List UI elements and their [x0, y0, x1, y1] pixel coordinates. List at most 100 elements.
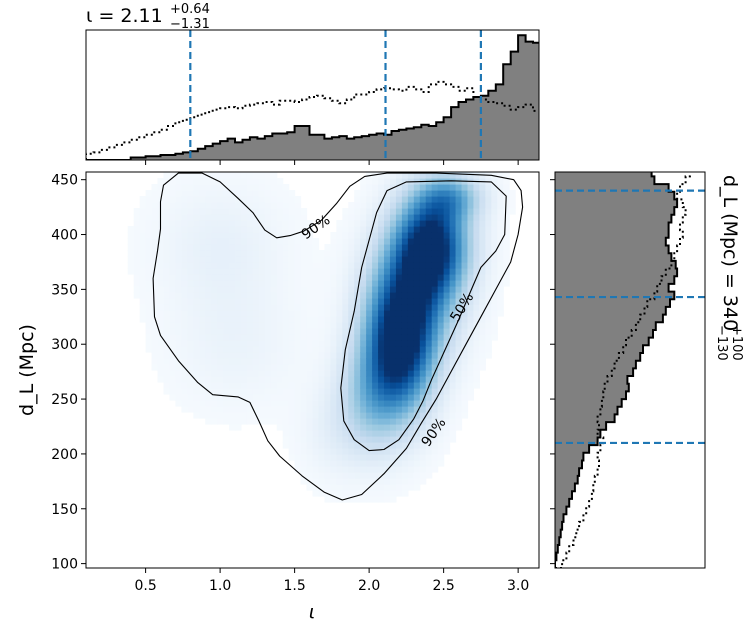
heatmap-cell	[443, 298, 451, 305]
heatmap-cell	[348, 430, 355, 437]
heatmap-cell	[503, 202, 510, 209]
heatmap-cell	[401, 190, 409, 197]
heatmap-cell	[407, 364, 415, 371]
heatmap-cell	[342, 466, 349, 473]
heatmap-cell	[240, 178, 248, 185]
heatmap-cell	[211, 382, 218, 389]
heatmap-cell	[389, 340, 397, 347]
heatmap-cell	[395, 250, 403, 257]
heatmap-cell	[157, 316, 165, 323]
joint-panel: 0.5 1.0 1.5 2.0 2.5 3.0 100150200250300350400…	[16, 171, 540, 623]
heatmap-cell	[395, 430, 403, 437]
heatmap-cell	[348, 274, 355, 281]
heatmap-cell	[276, 400, 284, 407]
heatmap-cell	[372, 370, 379, 377]
heatmap-cell	[366, 382, 373, 389]
heatmap-cell	[276, 418, 284, 425]
heatmap-cell	[223, 232, 230, 239]
heatmap-cell	[378, 442, 385, 449]
heatmap-cell	[384, 226, 391, 233]
heatmap-cell	[378, 226, 385, 233]
heatmap-cell	[193, 388, 200, 395]
heatmap-cell	[360, 340, 367, 347]
heatmap-cell	[300, 352, 308, 359]
heatmap-cell	[181, 394, 188, 401]
heatmap-cell	[205, 238, 212, 245]
heatmap-cell	[211, 262, 218, 269]
heatmap-cell	[407, 298, 415, 305]
heatmap-cell	[312, 484, 320, 491]
heatmap-cell	[372, 466, 379, 473]
heatmap-cell	[133, 280, 141, 287]
heatmap-cell	[187, 316, 194, 323]
heatmap-cell	[437, 334, 445, 341]
heatmap-cell	[151, 208, 159, 215]
heatmap-cell	[229, 208, 236, 215]
heatmap-cell	[378, 292, 385, 299]
heatmap-cell	[509, 202, 516, 209]
heatmap-cell	[205, 394, 212, 401]
heatmap-cell	[282, 424, 290, 431]
heatmap-cell	[395, 178, 403, 185]
heatmap-cell	[425, 352, 433, 359]
heatmap-cell	[270, 178, 278, 185]
heatmap-cell	[276, 292, 284, 299]
heatmap-cell	[288, 424, 296, 431]
heatmap-cell	[401, 196, 409, 203]
heatmap-cell	[449, 268, 457, 275]
heatmap-cell	[133, 220, 141, 227]
heatmap-cell	[342, 286, 349, 293]
heatmap-cell	[360, 400, 367, 407]
heatmap-cell	[276, 220, 284, 227]
heatmap-cell	[169, 376, 177, 383]
heatmap-cell	[240, 256, 248, 263]
heatmap-cell	[384, 202, 391, 209]
heatmap-cell	[473, 220, 480, 227]
heatmap-cell	[270, 256, 278, 263]
heatmap-cell	[246, 280, 254, 287]
heatmap-cell	[169, 178, 177, 185]
heatmap-cell	[354, 358, 361, 365]
heatmap-cell	[270, 412, 278, 419]
heatmap-cell	[282, 292, 290, 299]
heatmap-cell	[145, 274, 153, 281]
heatmap-cell	[199, 214, 206, 221]
right-histogram	[555, 172, 705, 568]
heatmap-cell	[223, 286, 230, 293]
heatmap-cell	[199, 406, 206, 413]
heatmap-cell	[455, 250, 463, 257]
heatmap-cell	[360, 310, 367, 317]
heatmap-cell	[318, 358, 326, 365]
heatmap-cell	[473, 280, 480, 287]
heatmap-cell	[413, 448, 421, 455]
heatmap-cell	[282, 352, 290, 359]
heatmap-cell	[282, 340, 290, 347]
heatmap-cell	[461, 406, 469, 413]
heatmap-cell	[437, 286, 445, 293]
heatmap-cell	[300, 418, 308, 425]
heatmap-cell	[389, 256, 397, 263]
heatmap-cell	[175, 250, 182, 257]
heatmap-cell	[235, 358, 242, 365]
heatmap-cell	[384, 214, 391, 221]
heatmap-cell	[235, 424, 242, 431]
heatmap-cell	[491, 334, 498, 341]
heatmap-cell	[372, 388, 379, 395]
heatmap-cell	[300, 268, 308, 275]
heatmap-cell	[354, 316, 361, 323]
heatmap-cell	[395, 196, 403, 203]
heatmap-cell	[264, 274, 272, 281]
heatmap-cell	[288, 448, 296, 455]
heatmap-cell	[360, 424, 367, 431]
heatmap-cell	[425, 286, 433, 293]
heatmap-cell	[336, 376, 343, 383]
heatmap-cell	[413, 436, 421, 443]
heatmap-cell	[479, 364, 486, 371]
heatmap-cell	[354, 472, 361, 479]
heatmap-cell	[199, 376, 206, 383]
heatmap-cell	[473, 172, 480, 179]
heatmap-cell	[354, 262, 361, 269]
heatmap-cell	[217, 238, 224, 245]
heatmap-cell	[443, 232, 451, 239]
heatmap-cell	[425, 184, 433, 191]
